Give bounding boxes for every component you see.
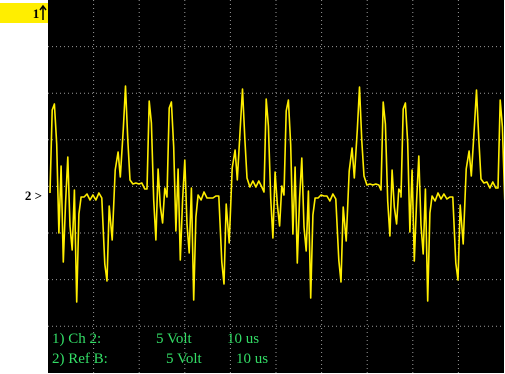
status-channel: 1) Ch 2: bbox=[52, 331, 101, 347]
status-time: 10 us bbox=[227, 331, 259, 347]
channel-1-marker bbox=[0, 3, 48, 23]
arrow-icon bbox=[39, 4, 47, 20]
status-time: 10 us bbox=[236, 351, 268, 367]
waveform bbox=[49, 85, 504, 303]
channel-1-label: 1 bbox=[33, 6, 40, 21]
channel-2-marker: 2 > bbox=[25, 188, 42, 203]
status-scale: 5 Volt bbox=[156, 331, 193, 347]
status-channel: 2) Ref B: bbox=[52, 351, 108, 367]
status-scale: 5 Volt bbox=[166, 351, 203, 367]
